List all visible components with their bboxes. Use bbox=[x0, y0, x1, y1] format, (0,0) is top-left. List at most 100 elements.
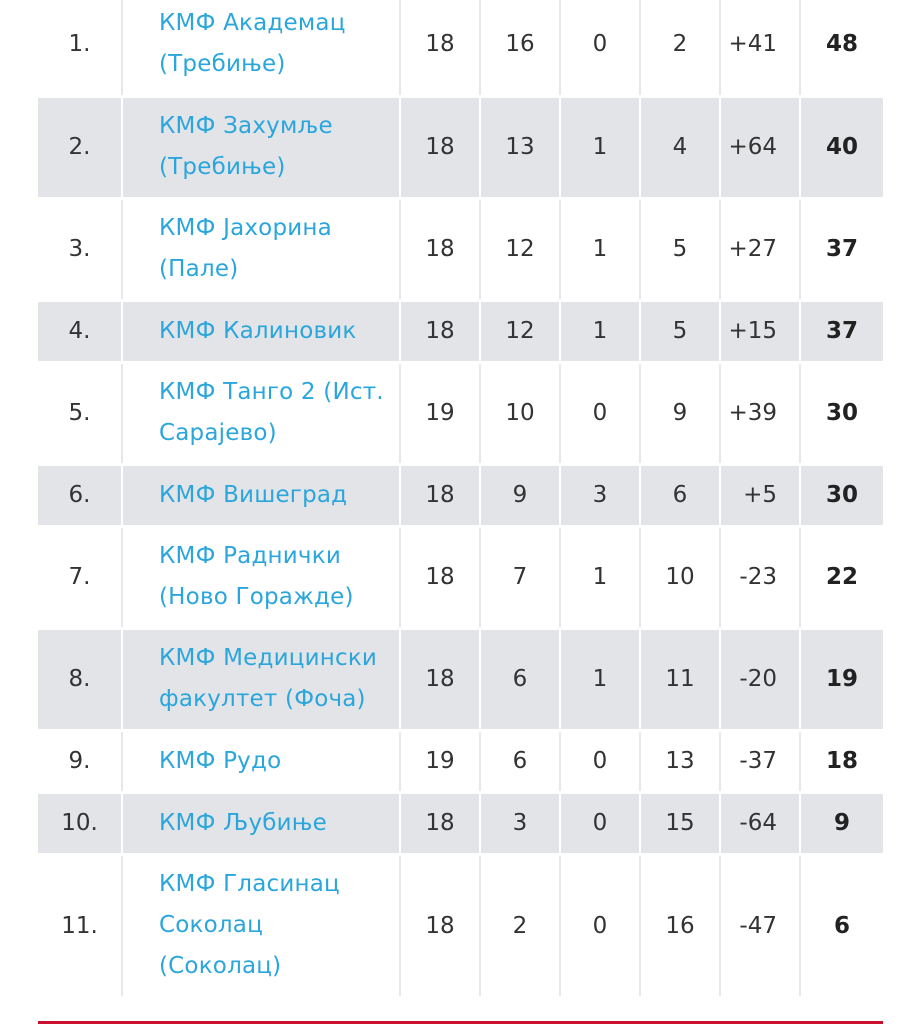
points-cell: 30 bbox=[799, 464, 883, 528]
points-cell: 9 bbox=[799, 792, 883, 856]
played-cell: 18 bbox=[399, 0, 480, 98]
lost-cell: 10 bbox=[639, 526, 720, 630]
drawn-cell: 0 bbox=[559, 730, 640, 794]
played-cell: 18 bbox=[399, 628, 480, 732]
team-link[interactable]: КМФ Љубиње bbox=[121, 792, 400, 856]
drawn-cell: 1 bbox=[559, 300, 640, 364]
goal-diff-cell: -20 bbox=[719, 628, 800, 732]
won-cell: 3 bbox=[479, 792, 560, 856]
goal-diff-cell: +39 bbox=[719, 362, 800, 466]
rank-cell: 9. bbox=[38, 730, 122, 794]
rank-cell: 3. bbox=[38, 198, 122, 302]
table-row: 10. КМФ Љубиње 18 3 0 15 -64 9 bbox=[38, 792, 883, 856]
won-cell: 12 bbox=[479, 300, 560, 364]
rank-cell: 6. bbox=[38, 464, 122, 528]
lost-cell: 13 bbox=[639, 730, 720, 794]
table-row: 6. КМФ Вишеград 18 9 3 6 +5 30 bbox=[38, 464, 883, 528]
points-cell: 22 bbox=[799, 526, 883, 630]
team-link[interactable]: КМФ Раднички (Ново Горажде) bbox=[121, 526, 400, 630]
table-row: 9. КМФ Рудо 19 6 0 13 -37 18 bbox=[38, 730, 883, 794]
drawn-cell: 1 bbox=[559, 198, 640, 302]
drawn-cell: 1 bbox=[559, 526, 640, 630]
table-row: 4. КМФ Калиновик 18 12 1 5 +15 37 bbox=[38, 300, 883, 364]
team-link[interactable]: КМФ Јахорина (Пале) bbox=[121, 198, 400, 302]
goal-diff-cell: -23 bbox=[719, 526, 800, 630]
rank-cell: 1. bbox=[38, 0, 122, 98]
played-cell: 18 bbox=[399, 198, 480, 302]
won-cell: 12 bbox=[479, 198, 560, 302]
table-bottom-rule bbox=[38, 1021, 883, 1024]
table-row: 8. КМФ Медицински факултет (Фоча) 18 6 1… bbox=[38, 628, 883, 732]
played-cell: 18 bbox=[399, 464, 480, 528]
table-row: 11. КМФ Гласинац Соколац (Соколац) 18 2 … bbox=[38, 854, 883, 999]
won-cell: 7 bbox=[479, 526, 560, 630]
lost-cell: 15 bbox=[639, 792, 720, 856]
lost-cell: 5 bbox=[639, 300, 720, 364]
drawn-cell: 1 bbox=[559, 628, 640, 732]
drawn-cell: 0 bbox=[559, 854, 640, 999]
team-link[interactable]: КМФ Вишеград bbox=[121, 464, 400, 528]
table-row: 3. КМФ Јахорина (Пале) 18 12 1 5 +27 37 bbox=[38, 198, 883, 302]
standings-table: 1. КМФ Академац (Требиње) 18 16 0 2 +41 … bbox=[38, 0, 883, 999]
drawn-cell: 1 bbox=[559, 96, 640, 200]
team-link[interactable]: КМФ Академац (Требиње) bbox=[121, 0, 400, 98]
lost-cell: 5 bbox=[639, 198, 720, 302]
goal-diff-cell: -37 bbox=[719, 730, 800, 794]
played-cell: 19 bbox=[399, 362, 480, 466]
points-cell: 30 bbox=[799, 362, 883, 466]
team-link[interactable]: КМФ Танго 2 (Ист. Сарајево) bbox=[121, 362, 400, 466]
rank-cell: 5. bbox=[38, 362, 122, 466]
goal-diff-cell: -47 bbox=[719, 854, 800, 999]
table-row: 1. КМФ Академац (Требиње) 18 16 0 2 +41 … bbox=[38, 0, 883, 98]
won-cell: 16 bbox=[479, 0, 560, 98]
points-cell: 6 bbox=[799, 854, 883, 999]
drawn-cell: 3 bbox=[559, 464, 640, 528]
points-cell: 40 bbox=[799, 96, 883, 200]
goal-diff-cell: +15 bbox=[719, 300, 800, 364]
rank-cell: 2. bbox=[38, 96, 122, 200]
table-row: 7. КМФ Раднички (Ново Горажде) 18 7 1 10… bbox=[38, 526, 883, 630]
drawn-cell: 0 bbox=[559, 362, 640, 466]
goal-diff-cell: +41 bbox=[719, 0, 800, 98]
team-link[interactable]: КМФ Калиновик bbox=[121, 300, 400, 364]
played-cell: 18 bbox=[399, 792, 480, 856]
lost-cell: 2 bbox=[639, 0, 720, 98]
lost-cell: 11 bbox=[639, 628, 720, 732]
won-cell: 6 bbox=[479, 730, 560, 794]
won-cell: 10 bbox=[479, 362, 560, 466]
won-cell: 2 bbox=[479, 854, 560, 999]
points-cell: 37 bbox=[799, 198, 883, 302]
rank-cell: 10. bbox=[38, 792, 122, 856]
rank-cell: 7. bbox=[38, 526, 122, 630]
team-link[interactable]: КМФ Захумље (Требиње) bbox=[121, 96, 400, 200]
lost-cell: 16 bbox=[639, 854, 720, 999]
goal-diff-cell: +27 bbox=[719, 198, 800, 302]
table-row: 5. КМФ Танго 2 (Ист. Сарајево) 19 10 0 9… bbox=[38, 362, 883, 466]
goal-diff-cell: +64 bbox=[719, 96, 800, 200]
lost-cell: 6 bbox=[639, 464, 720, 528]
team-link[interactable]: КМФ Рудо bbox=[121, 730, 400, 794]
team-link[interactable]: КМФ Медицински факултет (Фоча) bbox=[121, 628, 400, 732]
points-cell: 18 bbox=[799, 730, 883, 794]
team-link[interactable]: КМФ Гласинац Соколац (Соколац) bbox=[121, 854, 400, 999]
won-cell: 9 bbox=[479, 464, 560, 528]
rank-cell: 11. bbox=[38, 854, 122, 999]
rank-cell: 8. bbox=[38, 628, 122, 732]
points-cell: 37 bbox=[799, 300, 883, 364]
played-cell: 19 bbox=[399, 730, 480, 794]
lost-cell: 4 bbox=[639, 96, 720, 200]
played-cell: 18 bbox=[399, 300, 480, 364]
played-cell: 18 bbox=[399, 854, 480, 999]
won-cell: 13 bbox=[479, 96, 560, 200]
goal-diff-cell: -64 bbox=[719, 792, 800, 856]
lost-cell: 9 bbox=[639, 362, 720, 466]
rank-cell: 4. bbox=[38, 300, 122, 364]
played-cell: 18 bbox=[399, 526, 480, 630]
drawn-cell: 0 bbox=[559, 0, 640, 98]
table-row: 2. КМФ Захумље (Требиње) 18 13 1 4 +64 4… bbox=[38, 96, 883, 200]
goal-diff-cell: +5 bbox=[719, 464, 800, 528]
drawn-cell: 0 bbox=[559, 792, 640, 856]
won-cell: 6 bbox=[479, 628, 560, 732]
points-cell: 48 bbox=[799, 0, 883, 98]
points-cell: 19 bbox=[799, 628, 883, 732]
